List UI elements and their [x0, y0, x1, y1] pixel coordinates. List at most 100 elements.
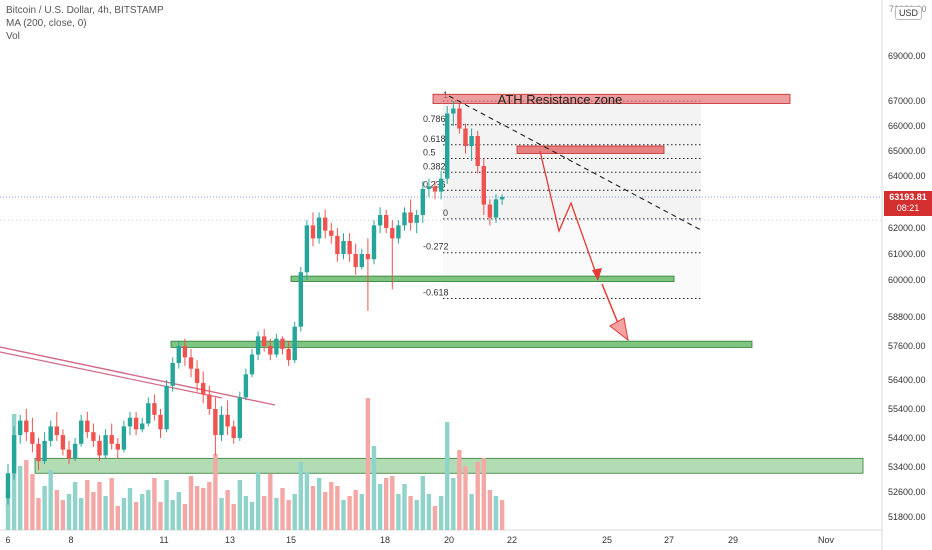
bull-candle: [164, 380, 169, 433]
candle-body: [396, 225, 401, 239]
volume-bar: [249, 502, 255, 530]
bull-candle: [146, 397, 151, 427]
candle-body: [170, 363, 175, 386]
price-axis-tick-label: 65000.00: [888, 146, 926, 156]
price-axis-tick-label: 51800.00: [888, 512, 926, 522]
candle-body: [316, 217, 322, 239]
price-axis-tick-label: 69000.00: [888, 51, 926, 61]
candle-body: [152, 403, 157, 415]
volume-bar: [487, 490, 493, 530]
candle-body: [304, 225, 310, 273]
volume-bar: [18, 466, 23, 530]
candle-body: [97, 440, 102, 456]
bear-candle: [97, 435, 102, 462]
candle-body: [255, 336, 261, 355]
volume-bar: [438, 496, 444, 530]
price-axis-tick-label: 52600.00: [888, 487, 926, 497]
price-axis-tick-label: 62000.00: [888, 223, 926, 233]
volume-bar: [280, 488, 285, 530]
bear-candle: [60, 429, 66, 456]
projection-path: [539, 150, 599, 280]
volume-bar: [451, 478, 456, 530]
volume-bar: [194, 486, 200, 530]
volume-bar: [463, 466, 468, 530]
volume-bar: [243, 496, 249, 530]
fib-level-label: 0.618: [423, 134, 446, 144]
volume-bar: [390, 476, 395, 530]
bear-candle: [158, 409, 163, 438]
bear-candle: [207, 385, 212, 415]
zone-rect: [516, 145, 665, 154]
volume-bar: [109, 478, 114, 530]
candle-body: [402, 212, 407, 226]
candle-body: [11, 435, 17, 474]
volume-bar: [298, 462, 303, 530]
candle-body: [109, 435, 114, 444]
candle-body: [158, 414, 163, 430]
bull-candle: [359, 248, 364, 270]
candle-body: [249, 354, 255, 375]
ma-indicator-label: MA (200, close, 0): [6, 18, 87, 29]
price-axis-tick-label: 66000.00: [888, 121, 926, 131]
bull-candle: [499, 194, 505, 205]
time-axis-tick-label: 13: [225, 535, 235, 545]
currency-button[interactable]: USD: [894, 6, 922, 20]
volume-bar: [164, 480, 169, 530]
bull-candle: [219, 406, 224, 441]
bull-candle: [292, 321, 297, 363]
candle-body: [66, 449, 72, 459]
bull-candle: [377, 207, 383, 234]
bear-candle: [115, 438, 120, 459]
bull-candle: [451, 101, 456, 126]
volume-bar: [408, 496, 413, 530]
bear-candle: [188, 348, 194, 378]
volume-bar: [140, 494, 145, 530]
bull-candle: [438, 171, 444, 200]
volume-bar: [304, 472, 310, 530]
bear-candle: [286, 341, 291, 366]
price-axis-tick-label: 61000.00: [888, 249, 926, 259]
volume-bar: [231, 504, 236, 530]
last-price-label: 63193.81: [884, 191, 932, 203]
bear-candle: [463, 123, 468, 154]
fib-level-label: 0.786: [423, 114, 446, 124]
price-axis-tick-label: 67000.00: [888, 96, 926, 106]
candle-body: [493, 199, 499, 218]
zone-rect: [432, 93, 791, 104]
volume-indicator-label: Vol: [6, 31, 20, 42]
time-axis-tick-label: 22: [507, 535, 517, 545]
bear-candle: [213, 397, 218, 456]
zone-label: ATH Resistance zone: [498, 92, 623, 107]
volume-bar: [292, 494, 297, 530]
candle-body: [420, 189, 425, 215]
volume-bar: [127, 488, 133, 530]
volume-bar: [329, 482, 334, 530]
volume-bar: [66, 494, 72, 530]
volume-bar: [268, 474, 273, 530]
chart-legend: Bitcoin / U.S. Dollar, 4h, BITSTAMP MA (…: [6, 4, 164, 43]
bear-candle: [194, 360, 200, 392]
bull-candle: [18, 414, 23, 444]
bull-candle: [469, 128, 474, 161]
bear-candle: [66, 440, 72, 465]
price-axis-tick-label: 54400.00: [888, 433, 926, 443]
candle-body: [79, 420, 84, 444]
candle-body: [121, 426, 127, 450]
candle-body: [219, 414, 224, 436]
candle-body: [54, 426, 59, 436]
volume-bar: [5, 490, 11, 530]
volume-bar: [493, 496, 499, 530]
bear-candle: [487, 199, 493, 226]
bear-candle: [24, 409, 29, 441]
bear-candle: [457, 103, 462, 134]
volume-bar: [341, 500, 346, 530]
candle-body: [390, 228, 395, 239]
candle-body: [182, 346, 188, 358]
volume-bar: [42, 486, 47, 530]
price-axis-tick-label: 57600.00: [888, 341, 926, 351]
fib-extension-fill: [443, 218, 701, 299]
candle-body: [231, 426, 236, 438]
volume-bar: [335, 486, 340, 530]
bull-candle: [121, 420, 127, 453]
